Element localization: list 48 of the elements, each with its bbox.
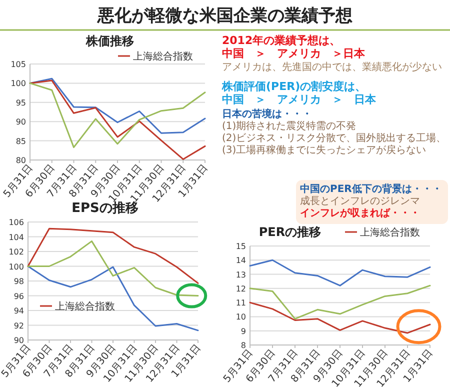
text: (2)ビジネス・リスク分散で、国外脱出する工場、: [222, 132, 446, 144]
y-tick-label: 96: [14, 292, 24, 301]
y-tick-label: 14: [236, 256, 246, 266]
text: 中国のPER低下の背景は・・・: [300, 183, 442, 195]
line-series: [27, 266, 199, 332]
y-tick-label: 13: [236, 270, 246, 280]
y-tick-label: 12: [236, 284, 246, 294]
text: 2012年の業績予想は、: [222, 34, 341, 47]
y-tick-label: 80: [16, 156, 26, 165]
line-series: [29, 78, 206, 134]
y-tick-label: 92: [14, 321, 24, 330]
y-tick-label: 8: [240, 341, 246, 350]
chart-title: 株価推移: [85, 34, 134, 48]
line-series: [249, 259, 431, 286]
legend-label: 上海総合指数: [55, 300, 115, 312]
y-tick-label: 104: [8, 232, 24, 242]
line-series: [249, 284, 431, 320]
y-tick-label: 105: [10, 60, 26, 69]
y-tick-label: 11: [236, 298, 246, 308]
y-tick-label: 85: [16, 136, 26, 146]
text: 日本の苦境は・・・: [222, 108, 312, 120]
y-tick-label: 95: [16, 98, 26, 108]
text: 中国 ＞ アメリカ ＞日本: [222, 47, 366, 60]
legend-label: 上海総合指数: [133, 50, 193, 62]
y-tick-label: 10: [236, 312, 246, 322]
text: 中国 ＞ アメリカ ＞ 日本: [222, 93, 377, 106]
y-tick-label: 94: [14, 306, 24, 316]
text: (3)工場再稼働までに失ったシェアが戻らない: [222, 144, 426, 156]
text: 株価評価(PER)の割安度は、: [221, 80, 366, 93]
text: インフレが収まれば・・・: [300, 207, 420, 219]
y-tick-label: 100: [10, 79, 26, 88]
legend-label: 上海総合指数: [360, 226, 420, 238]
y-tick-label: 9: [240, 326, 246, 336]
text: (1)期待された震災特需の不発: [222, 120, 356, 132]
text: アメリカは、先進国の中では、業績悪化が少ない: [222, 61, 442, 73]
line-series: [249, 302, 431, 334]
text: 成長とインフレのジレンマ: [300, 195, 420, 207]
y-tick-label: 106: [8, 218, 24, 227]
chart-title: PERの推移: [258, 225, 322, 239]
y-tick-label: 98: [14, 277, 24, 286]
y-tick-label: 102: [8, 248, 24, 256]
text: 悪化が軽微な米国企業の業績予想: [96, 6, 354, 26]
y-tick-label: 15: [236, 242, 246, 251]
y-tick-label: 100: [8, 262, 24, 272]
line-series: [29, 82, 206, 148]
chart-title: EPSの推移: [72, 201, 138, 216]
y-tick-label: 90: [14, 336, 24, 345]
y-tick-label: 90: [16, 118, 26, 127]
